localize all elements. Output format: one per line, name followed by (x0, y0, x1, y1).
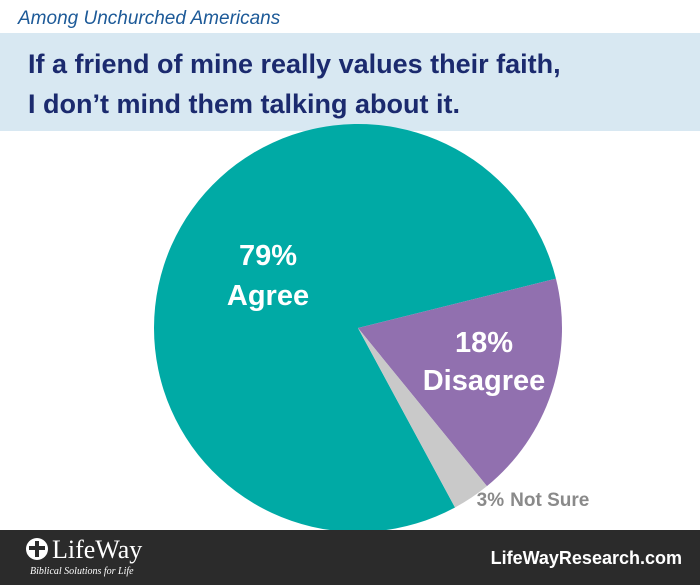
pie-slice (154, 124, 556, 533)
value-label: 18% (455, 327, 513, 359)
category-label: Not Sure (510, 490, 589, 511)
footer-bar (0, 530, 700, 585)
value-label: 79% (239, 240, 297, 272)
pie: 79% Agree 18% Disagree 3% Not Sure (154, 124, 590, 533)
category-label: Agree (227, 280, 309, 312)
logo-tagline: Biblical Solutions for Life (30, 566, 134, 577)
logo-icon (26, 538, 48, 560)
footer-url: LifeWayResearch.com (491, 548, 682, 568)
data-label: 18% Disagree (423, 327, 546, 397)
data-label: 3% Not Sure (477, 490, 590, 511)
category-label: Disagree (423, 365, 546, 397)
chart-subtitle: Among Unchurched Americans (17, 8, 281, 29)
pie-slice (358, 328, 487, 508)
value-label: 3% (477, 490, 505, 511)
chart-title: I don’t mind them talking about it. (28, 89, 460, 119)
chart-title: If a friend of mine really values their … (28, 49, 561, 79)
pie-slice (358, 278, 562, 487)
title-band (0, 33, 700, 131)
data-label: 79% Agree (227, 240, 309, 312)
logo-text: LifeWay (52, 535, 142, 564)
